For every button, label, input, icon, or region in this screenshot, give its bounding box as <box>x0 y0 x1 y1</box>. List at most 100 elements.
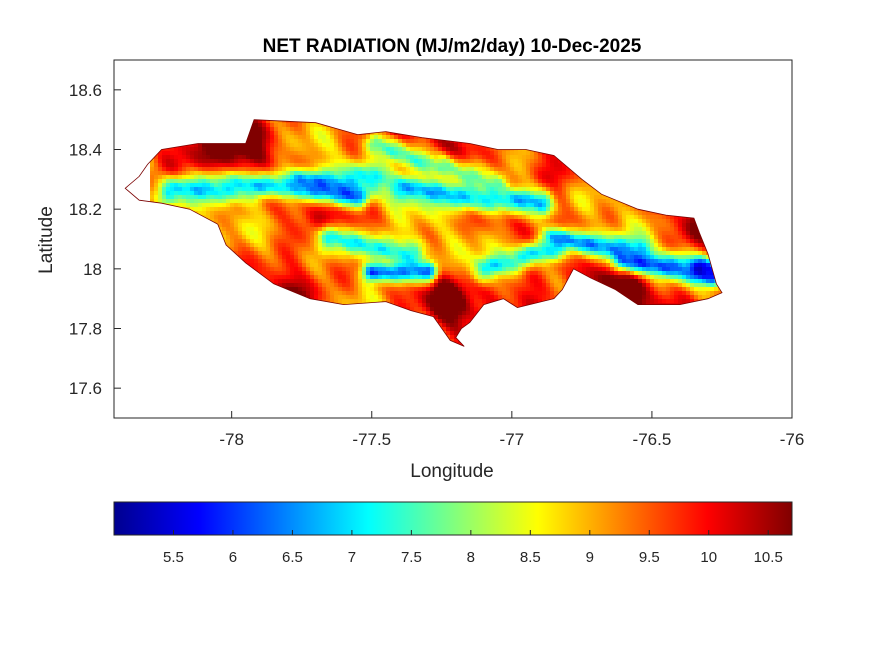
heatmap-cell <box>430 159 435 164</box>
heatmap-cell <box>370 175 375 180</box>
heatmap-cell <box>450 247 455 252</box>
heatmap-cell <box>458 279 463 284</box>
heatmap-cell <box>410 235 415 240</box>
heatmap-cell <box>322 183 327 188</box>
heatmap-cell <box>230 167 235 172</box>
heatmap-cell <box>226 231 231 236</box>
heatmap-cell <box>390 219 395 224</box>
heatmap-cell <box>318 267 323 272</box>
heatmap-cell <box>278 247 283 252</box>
heatmap-cell <box>366 219 371 224</box>
heatmap-cell <box>282 259 287 264</box>
heatmap-cell <box>478 227 483 232</box>
heatmap-cell <box>426 291 431 296</box>
heatmap-cell <box>398 187 403 192</box>
heatmap-cell <box>206 159 211 164</box>
heatmap-cell <box>362 139 367 144</box>
heatmap-cell <box>250 195 255 200</box>
heatmap-cell <box>206 183 211 188</box>
heatmap-cell <box>286 247 291 252</box>
heatmap-cell <box>198 207 203 212</box>
heatmap-cell <box>466 251 471 256</box>
heatmap-cell <box>406 183 411 188</box>
heatmap-cell <box>322 139 327 144</box>
heatmap-cell <box>334 219 339 224</box>
heatmap-cell <box>406 239 411 244</box>
heatmap-cell <box>446 151 451 156</box>
heatmap-cell <box>342 251 347 256</box>
heatmap-cell <box>370 167 375 172</box>
heatmap-cell <box>466 207 471 212</box>
heatmap-cell <box>458 147 463 152</box>
heatmap-cell <box>366 271 371 276</box>
heatmap-cell <box>430 179 435 184</box>
heatmap-cell <box>298 199 303 204</box>
heatmap-cell <box>450 163 455 168</box>
heatmap-cell <box>338 175 343 180</box>
heatmap-cell <box>342 287 347 292</box>
heatmap-cell <box>378 187 383 192</box>
heatmap-cell <box>386 235 391 240</box>
heatmap-cell <box>294 247 299 252</box>
heatmap-cell <box>238 163 243 168</box>
heatmap-cell <box>470 259 475 264</box>
heatmap-cell <box>262 135 267 140</box>
heatmap-cell <box>474 183 479 188</box>
heatmap-cell <box>186 187 191 192</box>
heatmap-cell <box>162 151 167 156</box>
heatmap-cell <box>242 215 247 220</box>
heatmap-cell <box>414 167 419 172</box>
heatmap-cell <box>354 171 359 176</box>
heatmap-cell <box>354 179 359 184</box>
heatmap-cell <box>390 251 395 256</box>
heatmap-cell <box>182 191 187 196</box>
heatmap-cell <box>414 247 419 252</box>
heatmap-cell <box>406 295 411 300</box>
heatmap-cell <box>166 175 171 180</box>
heatmap-cell <box>298 207 303 212</box>
heatmap-cell <box>334 299 339 304</box>
heatmap-cell <box>474 191 479 196</box>
heatmap-cell <box>458 323 463 328</box>
heatmap-cell <box>230 143 235 148</box>
heatmap-cell <box>230 243 235 248</box>
heatmap-cell <box>382 231 387 236</box>
heatmap-cell <box>418 303 423 308</box>
heatmap-cell <box>290 191 295 196</box>
heatmap-cell <box>238 251 243 256</box>
heatmap-cell <box>430 275 435 280</box>
heatmap-cell <box>206 175 211 180</box>
heatmap-cell <box>454 163 459 168</box>
heatmap-cell <box>414 303 419 308</box>
heatmap-cell <box>318 151 323 156</box>
heatmap-cell <box>442 155 447 160</box>
heatmap-cell <box>242 239 247 244</box>
heatmap-cell <box>278 135 283 140</box>
heatmap-cell <box>262 175 267 180</box>
heatmap-cell <box>370 183 375 188</box>
heatmap-cell <box>242 155 247 160</box>
heatmap-cell <box>462 219 467 224</box>
heatmap-cell <box>330 271 335 276</box>
heatmap-cell <box>310 159 315 164</box>
heatmap-cell <box>482 151 487 156</box>
heatmap-cell <box>270 127 275 132</box>
heatmap-cell <box>278 215 283 220</box>
heatmap-cell <box>450 299 455 304</box>
heatmap-cell <box>450 175 455 180</box>
heatmap-cell <box>178 179 183 184</box>
heatmap-cell <box>214 179 219 184</box>
heatmap-cell <box>330 139 335 144</box>
heatmap-cell <box>222 183 227 188</box>
heatmap-cell <box>290 155 295 160</box>
heatmap-cell <box>270 235 275 240</box>
heatmap-cell <box>390 295 395 300</box>
heatmap-cell <box>254 247 259 252</box>
heatmap-cell <box>458 311 463 316</box>
heatmap-cell <box>298 159 303 164</box>
heatmap-cell <box>434 267 439 272</box>
heatmap-cell <box>186 151 191 156</box>
heatmap-cell <box>446 243 451 248</box>
heatmap-cell <box>438 235 443 240</box>
heatmap-cell <box>170 187 175 192</box>
